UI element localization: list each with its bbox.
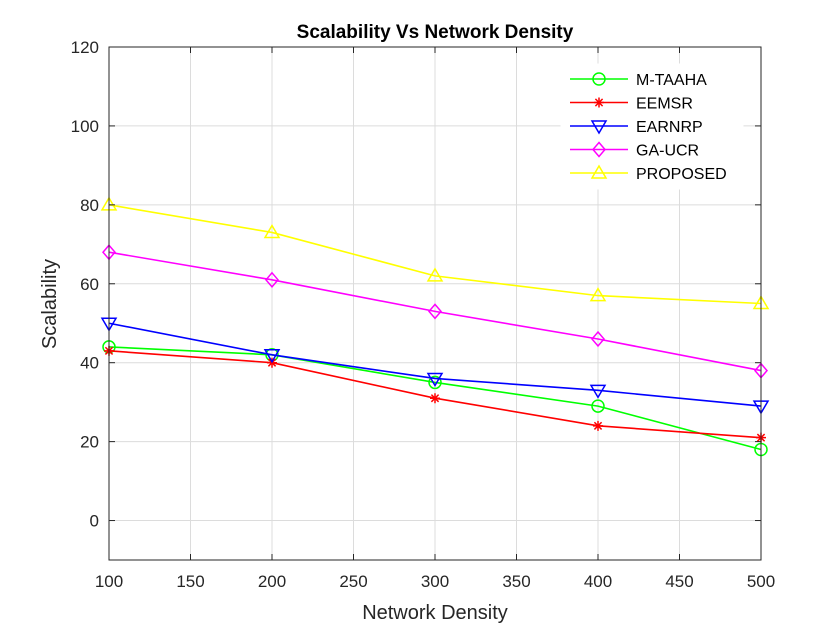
x-tick-label: 200 bbox=[258, 572, 286, 591]
data-point-ga-ucr bbox=[591, 330, 605, 348]
legend: M-TAAHA EEMSR EARNRP GA-UCR PROPOSED bbox=[560, 63, 744, 190]
y-tick-label: 40 bbox=[80, 354, 99, 373]
x-tick-label: 350 bbox=[502, 572, 530, 591]
data-point-ga-ucr bbox=[265, 271, 279, 288]
series-line-proposed bbox=[108, 204, 762, 305]
x-tick-label: 300 bbox=[421, 572, 449, 591]
series-line-ga-ucr bbox=[108, 251, 762, 372]
y-tick-label: 100 bbox=[71, 117, 99, 136]
x-tick-label: 100 bbox=[95, 572, 123, 591]
data-point-proposed bbox=[263, 223, 281, 239]
y-tick-label: 60 bbox=[80, 275, 99, 294]
x-tick-label: 500 bbox=[747, 572, 775, 591]
series-layer bbox=[100, 196, 770, 457]
y-tick-label: 0 bbox=[90, 512, 99, 531]
x-axis-label: Network Density bbox=[362, 602, 508, 624]
legend-marker bbox=[592, 141, 606, 158]
x-tick-label: 150 bbox=[176, 572, 204, 591]
data-point-proposed bbox=[589, 287, 607, 302]
legend-item-earnrp: EARNRP bbox=[570, 119, 703, 136]
legend-label: EEMSR bbox=[636, 96, 693, 113]
legend-label: EARNRP bbox=[636, 119, 703, 136]
legend-marker bbox=[590, 164, 608, 179]
y-axis-label: Scalability bbox=[39, 259, 61, 349]
x-tick-label: 450 bbox=[665, 572, 693, 591]
legend-label: PROPOSED bbox=[636, 166, 727, 183]
chart-title: Scalability Vs Network Density bbox=[297, 22, 574, 43]
y-tick-label: 80 bbox=[80, 196, 99, 215]
data-point-m-taaha bbox=[591, 399, 605, 413]
data-point-ga-ucr bbox=[428, 303, 442, 320]
legend-item-m-taaha: M-TAAHA bbox=[570, 72, 707, 89]
legend-item-eemsr: EEMSR bbox=[570, 96, 693, 113]
x-tick-label: 250 bbox=[339, 572, 367, 591]
legend-item-ga-ucr: GA-UCR bbox=[570, 141, 699, 160]
data-point-earnrp bbox=[589, 384, 607, 399]
y-tick-label: 120 bbox=[71, 38, 99, 57]
y-tick-label: 20 bbox=[80, 433, 99, 452]
legend-item-proposed: PROPOSED bbox=[570, 164, 727, 183]
legend-marker bbox=[590, 120, 608, 135]
series-line-earnrp bbox=[108, 322, 762, 407]
data-point-earnrp bbox=[263, 349, 281, 364]
legend-label: GA-UCR bbox=[636, 143, 699, 160]
tick-labels: 100 150 200 250 300 350 400 450 500 0 20 40 60 80 100 1… bbox=[71, 38, 776, 591]
legend-marker bbox=[592, 72, 606, 86]
data-point-earnrp bbox=[426, 372, 444, 387]
legend-label: M-TAAHA bbox=[636, 72, 707, 89]
legend-marker bbox=[594, 97, 604, 108]
data-point-eemsr bbox=[430, 393, 440, 404]
data-point-proposed bbox=[426, 267, 444, 282]
x-tick-label: 400 bbox=[584, 572, 612, 591]
series-line-m-taaha bbox=[108, 346, 762, 451]
data-point-eemsr bbox=[593, 420, 603, 431]
data-point-m-taaha bbox=[428, 375, 442, 390]
